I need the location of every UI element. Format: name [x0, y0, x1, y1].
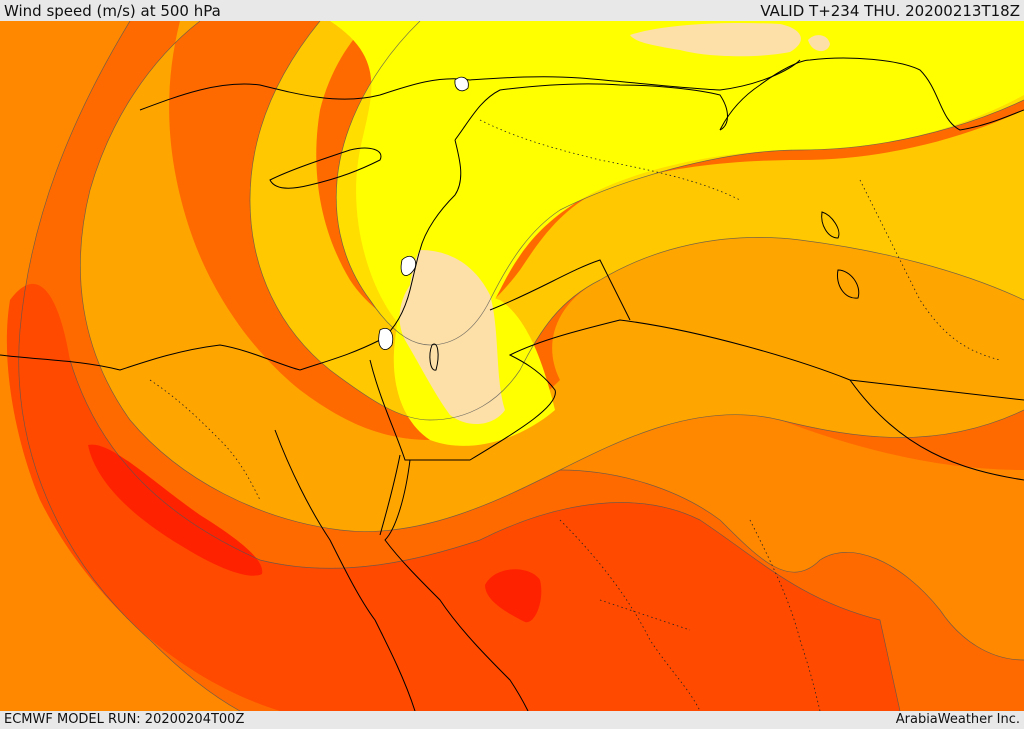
coast-redsea-east: [384, 459, 529, 711]
band-20-25: [150, 21, 1024, 420]
border-2: [489, 259, 631, 321]
lake-east: [836, 269, 860, 299]
bottom-footer-bar: ECMWF MODEL RUN: 20200204T00Z ArabiaWeat…: [0, 711, 1024, 729]
lake-white-3: [378, 328, 394, 350]
admin-border-1: [479, 119, 741, 201]
coast-turkey: [139, 59, 801, 111]
band-gt-45-streak: [88, 444, 263, 576]
coast-cyprus: [269, 147, 382, 189]
band-30-35-west: [0, 21, 240, 711]
map-title: Wind speed (m/s) at 500 hPa: [4, 2, 221, 20]
valid-time-label: VALID T+234 THU. 20200213T18Z: [760, 2, 1020, 20]
credit-label: ArabiaWeather Inc.: [895, 712, 1020, 727]
model-run-label: ECMWF MODEL RUN: 20200204T00Z: [4, 712, 245, 727]
top-title-bar: Wind speed (m/s) at 500 hPa VALID T+234 …: [0, 0, 1024, 21]
lake-white-2: [400, 255, 417, 276]
wind-speed-map: [0, 21, 1024, 711]
band-25-30: [60, 21, 1024, 532]
lake-northeast: [821, 211, 840, 239]
contour-4: [335, 21, 1024, 346]
band-40-45: [6, 283, 901, 711]
band-gt-45-blob: [485, 569, 542, 623]
lake-dead-sea: [429, 343, 439, 371]
band-30-35-east: [560, 401, 1024, 660]
coast-egypt-north: [0, 344, 301, 371]
contour-2: [79, 21, 1024, 532]
border-3: [849, 379, 1024, 481]
contour-3: [249, 21, 1024, 421]
border-1: [369, 319, 1024, 461]
contour-5: [69, 359, 901, 711]
band-lt-10-north: [630, 23, 801, 57]
lake-white-1: [454, 76, 469, 92]
admin-border-4: [559, 519, 701, 711]
contour-6: [559, 469, 1024, 661]
border-4: [719, 57, 1024, 131]
border-5: [454, 83, 728, 141]
band-lt-10-small: [808, 35, 830, 52]
admin-border-6: [599, 599, 691, 631]
coast-gulf-aqaba: [379, 454, 401, 536]
coast-redsea-west: [274, 429, 416, 711]
band-10-15: [330, 21, 1024, 345]
band-lt-10-levant: [399, 250, 505, 425]
admin-border-5: [749, 519, 821, 711]
contour-1: [18, 21, 241, 711]
